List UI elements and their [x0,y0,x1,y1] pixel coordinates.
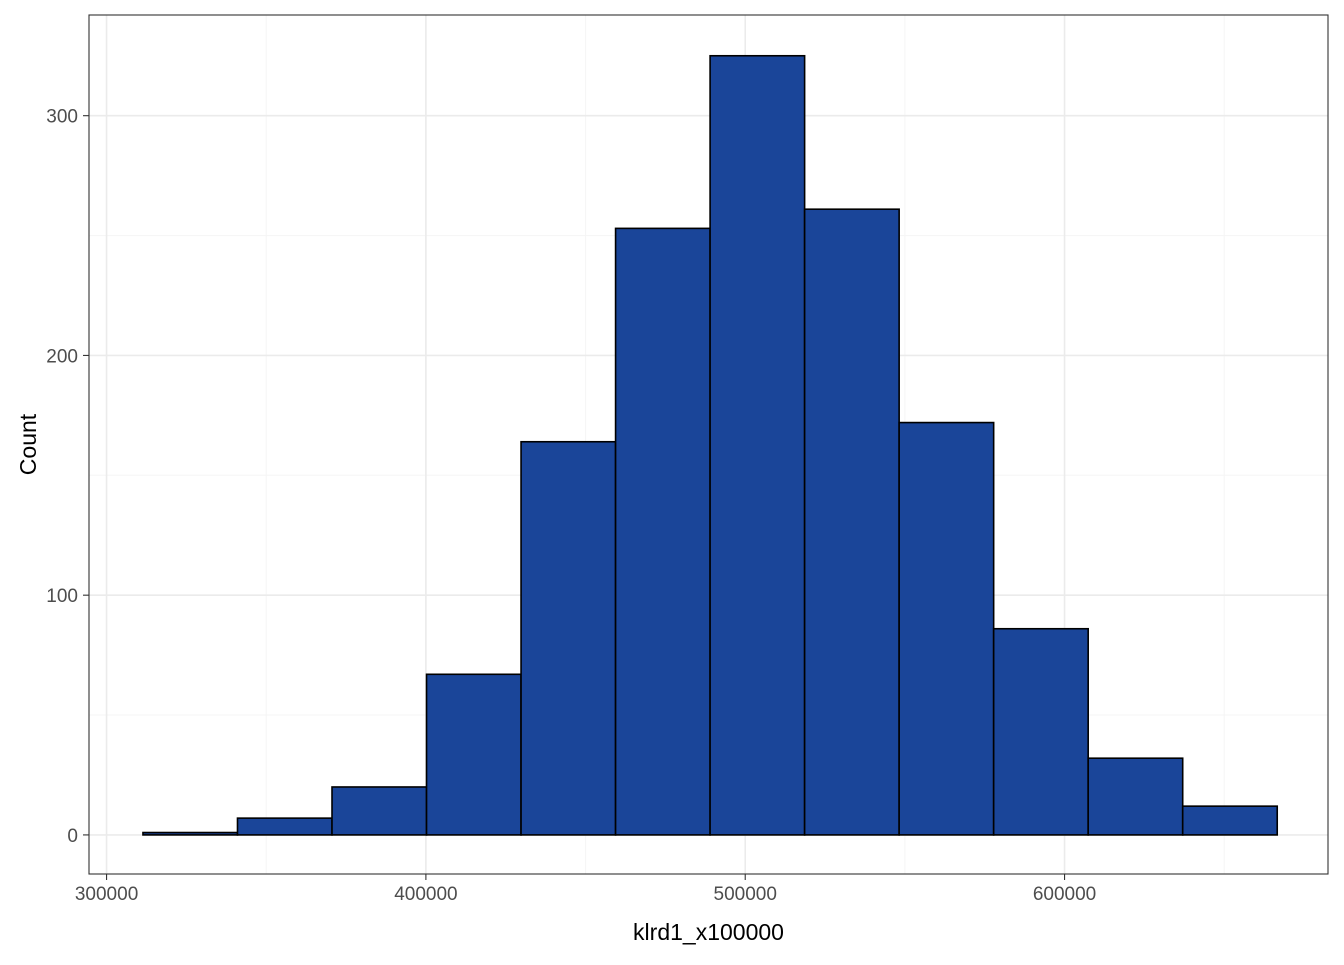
panel-border [88,14,1329,875]
histogram-bar-7 [709,54,806,836]
y-tick-label: 300 [46,107,78,128]
ticks-layer: 300000 400000 500000 600000 0 100 200 300 [46,107,1096,905]
x-axis-title: klrd1_x100000 [633,919,784,945]
y-axis-title: Count [15,413,41,475]
x-tick-label: 600000 [1033,884,1096,905]
histogram-bar-9 [898,421,995,836]
histogram-bar-10 [992,627,1089,836]
x-tick-label: 300000 [75,884,138,905]
bars-layer [142,54,1279,836]
histogram-bar-2 [236,817,333,836]
histogram-bar-6 [614,227,711,836]
histogram-bar-11 [1087,757,1184,836]
histogram-bar-1 [142,831,239,836]
y-tick-label: 100 [46,586,78,607]
y-tick-label: 200 [46,346,78,367]
histogram-bar-4 [425,673,522,836]
histogram-bar-12 [1181,805,1279,836]
y-tick-label: 0 [67,826,78,847]
histogram-bar-5 [520,440,617,836]
x-tick-label: 400000 [394,884,457,905]
x-tick-label: 500000 [714,884,777,905]
histogram-bar-8 [803,208,900,836]
histogram-bar-3 [331,786,428,836]
